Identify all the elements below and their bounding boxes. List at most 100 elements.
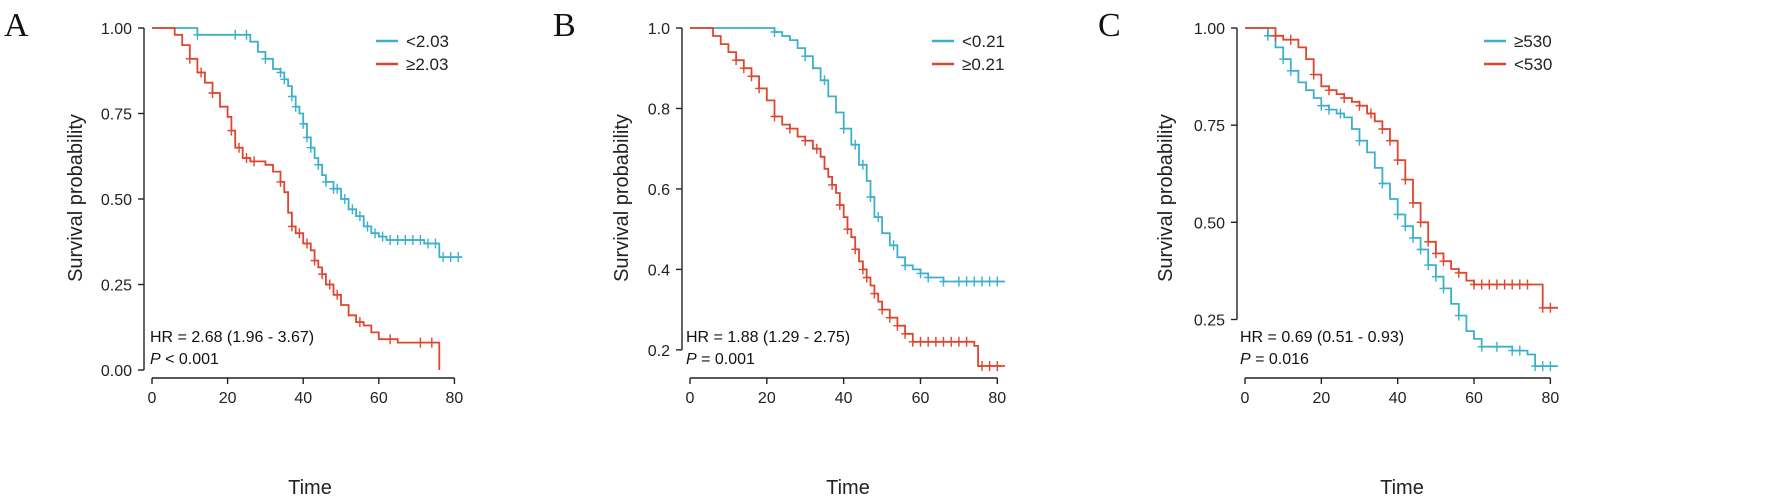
p-label: P [150, 351, 161, 368]
x-tick-label: 80 [446, 390, 464, 407]
p-value: = 0.001 [697, 351, 755, 368]
censor-mark [348, 204, 357, 215]
censor-mark [978, 276, 986, 287]
legend-label-series-1: <2.03 [406, 32, 449, 51]
legend-label-series-2: ≥2.03 [406, 55, 448, 74]
censor-mark [318, 269, 327, 280]
y-tick-label: 0.75 [101, 107, 132, 124]
censor-mark [446, 252, 455, 263]
legend-label-series-1: ≥530 [1514, 32, 1552, 51]
censor-mark [1508, 279, 1517, 290]
censor-mark [261, 53, 270, 64]
censor-mark [858, 159, 867, 170]
censor-mark [227, 125, 236, 136]
censor-mark [732, 55, 741, 66]
censor-mark [1454, 310, 1463, 321]
censor-mark [1515, 345, 1524, 356]
panel-letter: B [553, 7, 576, 44]
y-axis-title: Survival probability [611, 114, 633, 282]
y-tick-label: 0.6 [648, 182, 670, 199]
censor-mark [1508, 345, 1517, 356]
censor-mark [962, 336, 971, 347]
censor-mark [299, 118, 308, 129]
survival-curve-series-2 [152, 27, 441, 370]
censor-mark [1309, 69, 1318, 80]
censor-mark [1367, 108, 1375, 119]
censor-mark [1538, 302, 1547, 313]
p-label: P [686, 351, 697, 368]
censor-mark [874, 212, 883, 223]
censor-mark [439, 252, 448, 263]
censor-mark [340, 194, 349, 204]
censor-mark [208, 88, 217, 98]
censor-mark [770, 111, 779, 122]
censor-mark [276, 67, 285, 78]
censor-mark [427, 337, 436, 348]
censor-mark [885, 312, 894, 323]
censor-mark [1431, 271, 1440, 282]
plot-area: 0 20 40 60 80 0.2 0.4 0.6 0.8 1.0 [648, 21, 1007, 407]
censor-mark [851, 244, 860, 255]
x-tick-label: 80 [988, 390, 1006, 407]
censor-mark [858, 264, 867, 275]
censor-mark [231, 29, 240, 40]
y-tick-label: 0.25 [1194, 312, 1225, 329]
hr-annotation: HR = 1.88 (1.29 - 2.75) [686, 329, 850, 346]
survival-curve-series-2 [1245, 27, 1558, 309]
censor-mark [386, 334, 395, 345]
censor-mark [954, 276, 963, 287]
censor-mark [1416, 244, 1425, 255]
x-tick-label: 40 [1389, 390, 1407, 407]
x-tick-label: 0 [686, 390, 695, 407]
panel-c: C Survival probability Time ≥530 <530 HR… [1098, 7, 1559, 498]
censor-mark [962, 276, 971, 287]
censor-mark [250, 156, 259, 167]
censor-mark [1355, 100, 1364, 111]
censor-mark [325, 279, 334, 290]
censor-mark [939, 276, 948, 287]
censor-mark [1492, 279, 1501, 290]
censor-mark [454, 252, 463, 263]
censor-mark [801, 51, 810, 62]
censor-mark [924, 272, 933, 283]
censor-mark [408, 235, 417, 245]
censor-mark [424, 238, 432, 249]
y-tick-label: 1.0 [648, 21, 670, 38]
censor-mark [820, 75, 829, 86]
censor-mark [355, 211, 364, 222]
censor-mark [1325, 104, 1333, 115]
y-tick-label: 0.00 [101, 363, 132, 380]
censor-mark [303, 132, 311, 143]
censor-mark [1401, 221, 1410, 232]
y-tick-label: 1.00 [101, 21, 132, 38]
censor-mark [280, 74, 289, 85]
x-tick-label: 0 [148, 390, 157, 407]
x-tick-label: 40 [294, 390, 312, 407]
censor-mark [993, 276, 1002, 287]
censor-mark [1355, 135, 1364, 146]
censor-mark [386, 235, 395, 245]
censor-mark [993, 361, 1002, 371]
p-label: P [1240, 351, 1251, 368]
survival-curve-series-1 [690, 27, 1005, 283]
y-axis-title: Survival probability [65, 114, 87, 282]
censor-mark [276, 176, 285, 187]
censor-mark [801, 135, 810, 146]
censor-mark [1336, 108, 1345, 119]
censor-mark [755, 83, 764, 94]
censor-mark [893, 320, 902, 331]
censor-mark [401, 235, 410, 245]
p-value: = 0.016 [1251, 351, 1309, 368]
censor-mark [287, 221, 296, 232]
y-tick-label: 0.8 [648, 101, 670, 118]
censor-mark [908, 336, 917, 347]
plot-area: 0 20 40 60 80 0.25 0.50 0.75 1.00 [1194, 21, 1560, 407]
censor-mark [363, 221, 372, 232]
censor-mark [1470, 279, 1478, 290]
censor-mark [1531, 361, 1540, 372]
censor-mark [1477, 341, 1486, 352]
panel-letter: C [1098, 7, 1121, 44]
censor-mark [1378, 178, 1387, 189]
censor-mark [839, 123, 848, 134]
